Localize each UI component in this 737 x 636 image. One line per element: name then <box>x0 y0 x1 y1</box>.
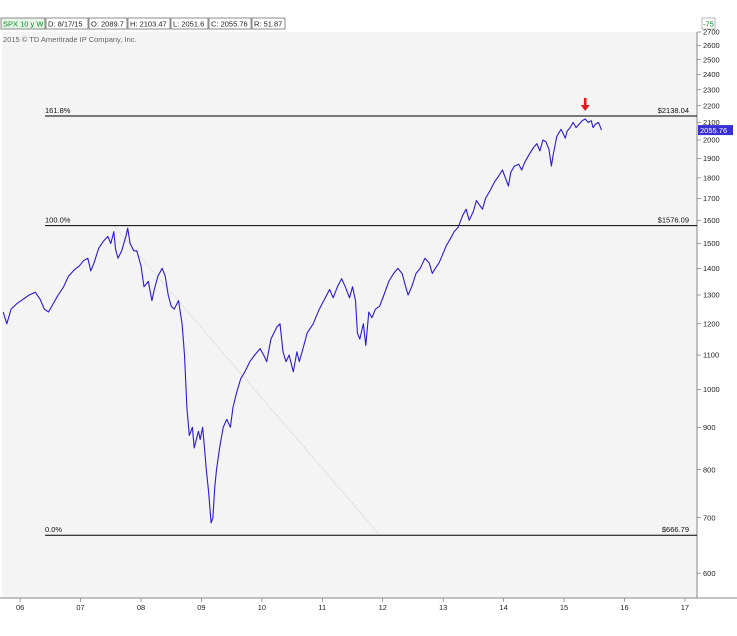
y-tick-label: 1500 <box>703 239 720 248</box>
header-high: H: 2103.47 <box>130 20 167 29</box>
y-tick-label: 600 <box>703 569 716 578</box>
y-tick-label: 1800 <box>703 173 720 182</box>
x-tick-label: 17 <box>681 603 689 612</box>
header-date-box <box>45 17 89 30</box>
header-date: D: 8/17/15 <box>48 20 83 29</box>
copyright-text: 2015 © TD Ameritrade IP Company, Inc. <box>3 35 137 44</box>
y-tick-label: 2600 <box>703 41 720 50</box>
header-close-box <box>208 17 252 30</box>
y-tick-label: 1000 <box>703 385 720 394</box>
x-tick-label: 06 <box>16 603 24 612</box>
fib-level-value: $2138.04 <box>658 106 689 115</box>
y-tick-label: 2700 <box>703 28 720 37</box>
header-range: R: 51.87 <box>254 20 282 29</box>
scale-toggle-label: -75 <box>703 20 714 29</box>
header-open: O: 2089.7 <box>91 20 124 29</box>
header-range-box <box>251 17 286 30</box>
header-symbol: SPX 10 y W <box>3 20 44 29</box>
plot-area <box>2 32 697 598</box>
header-symbol-box[interactable] <box>0 17 46 30</box>
header-low: L: 2051.6 <box>173 20 204 29</box>
x-tick-label: 16 <box>620 603 628 612</box>
y-tick-label: 2300 <box>703 85 720 94</box>
x-tick-label: 08 <box>137 603 145 612</box>
x-axis: 06 07 08 09 10 11 12 13 14 15 16 17 <box>16 598 689 612</box>
x-tick-label: 11 <box>318 603 326 612</box>
y-axis: 600 700 800 900 1000 1100 1200 1300 1400 1500 1600… <box>697 28 720 578</box>
y-tick-label: 1700 <box>703 194 720 203</box>
arrow-head <box>580 104 590 111</box>
x-tick-label: 10 <box>258 603 266 612</box>
y-tick-label: 1200 <box>703 319 720 328</box>
header-bar: SPX 10 y W D: 8/17/15 O: 2089.7 H: 2103.… <box>0 17 286 30</box>
last-price-label: 2055.76 <box>700 126 727 135</box>
scale-toggle-button[interactable] <box>701 17 716 30</box>
price-series-line <box>2 118 603 524</box>
header-high-box <box>127 17 171 30</box>
x-tick-label: 07 <box>76 603 84 612</box>
y-tick-label: 700 <box>703 513 716 522</box>
y-tick-label: 900 <box>703 423 716 432</box>
fib-level-value: $1576.09 <box>658 216 689 225</box>
y-tick-label: 2000 <box>703 136 720 145</box>
y-tick-label: 1900 <box>703 154 720 163</box>
fib-level-value: $666.79 <box>662 525 689 534</box>
y-tick-label: 800 <box>703 465 716 474</box>
x-tick-label: 13 <box>439 603 447 612</box>
x-tick-label: 14 <box>499 603 507 612</box>
fib-level-percent: 100.0% <box>45 216 71 225</box>
y-tick-label: 2500 <box>703 55 720 64</box>
header-open-box <box>88 17 128 30</box>
x-tick-label: 12 <box>379 603 387 612</box>
y-tick-label: 1300 <box>703 291 720 300</box>
y-tick-label: 2100 <box>703 118 720 127</box>
y-tick-label: 1400 <box>703 264 720 273</box>
last-price-badge: 2055.76 <box>698 125 733 136</box>
y-tick-label: 1100 <box>703 351 719 360</box>
fib-level-percent: 161.8% <box>45 106 71 115</box>
fib-level-percent: 0.0% <box>45 525 62 534</box>
last-price-box <box>698 125 733 136</box>
y-tick-label: 1600 <box>703 216 720 225</box>
header-low-box <box>170 17 209 30</box>
arrow-shaft <box>583 97 587 105</box>
y-tick-label: 2200 <box>703 101 720 110</box>
header-close: C: 2055.76 <box>211 20 248 29</box>
down-arrow-marker <box>580 97 590 111</box>
x-tick-label: 15 <box>560 603 568 612</box>
y-tick-label: 2400 <box>703 70 720 79</box>
x-tick-label: 09 <box>197 603 205 612</box>
